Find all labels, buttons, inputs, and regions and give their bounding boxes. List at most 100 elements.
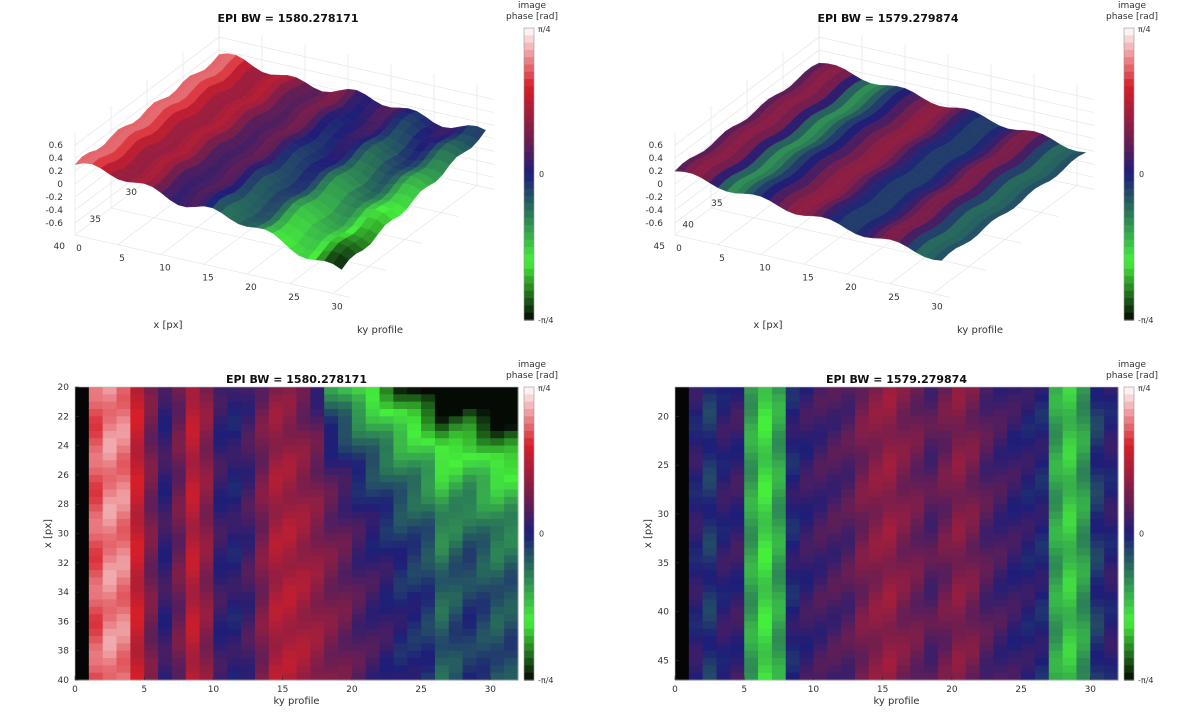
heatmap-cell: [799, 665, 814, 674]
heatmap-cell: [158, 672, 173, 681]
heatmap-cell: [1090, 555, 1105, 564]
heatmap-cell: [448, 555, 464, 564]
heatmap-cell: [716, 562, 731, 571]
heatmap-cell: [1090, 445, 1105, 454]
heatmap-cell: [813, 658, 828, 666]
heatmap-cell: [227, 416, 242, 425]
heatmap-cell: [268, 474, 284, 483]
heatmap-cell: [813, 577, 828, 586]
colorbar-segment: [524, 658, 534, 666]
heatmap-cell: [882, 445, 897, 454]
heatmap-cell: [185, 555, 201, 564]
heatmap-cell: [379, 672, 394, 681]
colorbar-segment: [524, 283, 534, 292]
heatmap-cell: [254, 650, 270, 659]
heatmap-cell: [1007, 540, 1022, 549]
heatmap-cell: [854, 606, 870, 615]
heatmap-cell: [675, 511, 690, 520]
heatmap-cell: [158, 562, 173, 571]
heatmap-cell: [702, 387, 718, 395]
colorbar-segment: [524, 628, 534, 637]
heatmap-cell: [841, 526, 856, 534]
heatmap-cell: [799, 533, 814, 542]
heatmap-cell: [213, 482, 228, 491]
heatmap-cell: [951, 394, 967, 403]
heatmap-cell: [827, 474, 842, 483]
heatmap-cell: [1007, 394, 1022, 403]
heatmap-cell: [688, 533, 704, 542]
heatmap-cell: [213, 672, 228, 681]
heatmap-cell: [827, 533, 842, 542]
heatmap-cell: [434, 430, 450, 439]
heatmap-cell: [504, 482, 519, 491]
heatmap-cell: [476, 504, 491, 513]
heatmap-cell: [185, 592, 201, 600]
colorbar-segment: [1124, 225, 1134, 233]
heatmap-cell: [868, 387, 884, 395]
heatmap-cell: [268, 387, 284, 395]
heatmap-cell: [130, 636, 145, 644]
heatmap-cell: [1007, 621, 1022, 630]
heatmap-cell: [351, 621, 367, 630]
heatmap-cell: [476, 496, 491, 505]
heatmap-cell: [102, 482, 118, 491]
heatmap-cell: [296, 423, 311, 432]
heatmap-cell: [254, 401, 270, 410]
heatmap-cell: [365, 526, 381, 534]
heatmap-cell: [254, 408, 270, 417]
heatmap-cell: [1104, 438, 1119, 447]
heatmap-cell: [882, 584, 897, 593]
heatmap-cell: [771, 658, 787, 666]
heatmap-cell: [324, 643, 339, 652]
heatmap-cell: [476, 577, 491, 586]
x-tick-label: 28: [58, 500, 70, 510]
heatmap-cell: [716, 658, 731, 666]
heatmap-cell: [1104, 577, 1119, 586]
heatmap-cell: [254, 526, 270, 534]
heatmap-cell: [407, 504, 422, 513]
heatmap-cell: [434, 562, 450, 571]
heatmap-cell: [379, 430, 394, 439]
heatmap-cell: [448, 401, 464, 410]
x-axis-label: x [px]: [153, 320, 182, 331]
heatmap-cell: [490, 540, 505, 549]
heatmap-cell: [744, 584, 759, 593]
heatmap-cell: [379, 504, 394, 513]
heatmap-cell: [1076, 614, 1091, 622]
x-tick-label: 22: [58, 412, 69, 422]
heatmap-cell: [841, 504, 856, 513]
heatmap-cell: [144, 658, 159, 666]
heatmap-cell: [1090, 482, 1105, 491]
colorbar-segment: [1124, 115, 1134, 124]
heatmap-cell: [730, 394, 745, 403]
heatmap-cell: [379, 621, 394, 630]
colorbar-segment: [524, 636, 534, 644]
colorbar-segment: [524, 621, 534, 630]
heatmap-cell: [841, 387, 856, 395]
heatmap-cell: [1048, 628, 1064, 637]
colorbar-tick-top: π/4: [538, 25, 551, 34]
heatmap-cell: [310, 482, 325, 491]
heatmap-cell: [1076, 460, 1091, 469]
colorbar-segment: [1124, 665, 1134, 674]
heatmap-cell: [213, 504, 228, 513]
heatmap-cell: [365, 548, 381, 556]
heatmap-cell: [1021, 474, 1036, 483]
heatmap-cell: [771, 387, 787, 395]
heatmap-cell: [1034, 416, 1050, 425]
heatmap-cell: [268, 496, 284, 505]
heatmap-cell: [813, 614, 828, 622]
heatmap-cell: [910, 621, 925, 630]
heatmap-cell: [882, 555, 897, 564]
heatmap-cell: [393, 533, 408, 542]
heatmap-cell: [144, 643, 159, 652]
heatmap-cell: [504, 452, 519, 461]
heatmap-cell: [938, 658, 953, 666]
heatmap-cell: [771, 526, 787, 534]
colorbar-segment: [1124, 305, 1134, 314]
heatmap-cell: [924, 584, 939, 593]
heatmap-cell: [675, 606, 690, 615]
heatmap-cell: [379, 408, 394, 417]
heatmap-cell: [338, 511, 353, 520]
heatmap-cell: [854, 555, 870, 564]
